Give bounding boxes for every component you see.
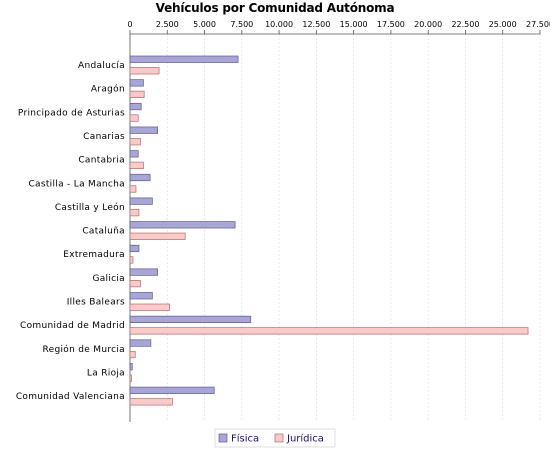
x-tick-label: 10.000 — [265, 20, 293, 29]
bar-fisica — [129, 363, 133, 371]
category-label: Canarias — [83, 132, 125, 142]
bar-fisica — [129, 386, 215, 394]
x-tick-label: 7.500 — [230, 20, 253, 29]
bar-fisica — [129, 102, 142, 111]
category-label: Comunidad de Madrid — [20, 321, 125, 331]
category-label: Castilla y León — [55, 202, 125, 213]
bar-juridica — [129, 350, 136, 359]
bar-juridica — [129, 327, 529, 335]
bar-fisica — [129, 315, 252, 323]
bar-juridica — [129, 232, 186, 240]
category-label: Andalucía — [78, 61, 125, 71]
category-label: Región de Murcia — [42, 344, 125, 355]
x-tick-label: 22.500 — [451, 20, 479, 29]
x-tick-label: 20.000 — [414, 20, 442, 29]
category-label: Castilla - La Mancha — [28, 179, 125, 189]
legend-label: Física — [231, 433, 259, 445]
bar-fisica — [129, 126, 158, 134]
x-tick-label: 27.500 — [526, 20, 550, 29]
x-tick-label: 5.000 — [193, 20, 216, 29]
category-label: Galicia — [92, 274, 125, 284]
bar-juridica — [129, 114, 139, 122]
bar-juridica — [129, 280, 141, 288]
category-label: Cataluña — [82, 227, 125, 237]
grid-lines — [166, 34, 541, 422]
bar-juridica — [129, 303, 170, 311]
category-label: Illes Balears — [67, 298, 125, 308]
bar-juridica — [129, 209, 140, 217]
chart-title: Vehículos por Comunidad Autónoma — [155, 1, 395, 15]
bar-fisica — [129, 244, 140, 253]
category-labels: Andalucía Aragón Principado de Asturias Can… — [16, 61, 125, 402]
bar-fisica — [129, 173, 151, 182]
legend-label: Jurídica — [286, 433, 324, 445]
category-label: Principado de Asturias — [18, 108, 125, 118]
category-label: Extremadura — [63, 250, 125, 260]
bar-fisica — [129, 55, 239, 63]
legend: Física Jurídica — [214, 428, 336, 448]
bar-fisica — [129, 150, 139, 158]
bar-fisica — [129, 197, 153, 205]
x-tick-label: 2.500 — [156, 20, 179, 29]
bar-juridica — [129, 185, 137, 193]
bar-fisica — [129, 221, 236, 229]
bar-fisica — [129, 339, 152, 347]
legend-swatch — [218, 433, 228, 443]
category-label: Cantabria — [78, 156, 125, 166]
category-label: La Rioja — [87, 368, 125, 378]
bar-juridica — [129, 138, 141, 146]
bar-fisica — [129, 268, 158, 276]
bars — [129, 55, 529, 406]
x-tick-label: 15.000 — [340, 20, 368, 29]
bar-fisica — [129, 79, 144, 87]
bar-fisica — [129, 292, 153, 300]
bar-juridica — [129, 256, 134, 264]
category-label: Aragón — [91, 84, 125, 95]
x-tick-label: 17.500 — [377, 20, 405, 29]
bar-juridica — [129, 398, 173, 406]
legend-swatch — [274, 433, 284, 443]
bar-juridica — [129, 67, 160, 75]
bar-juridica — [129, 90, 145, 99]
x-tick-label: 25.000 — [489, 20, 517, 29]
x-tick-label: 0 — [127, 20, 132, 29]
bar-juridica — [129, 374, 132, 382]
category-label: Comunidad Valenciana — [16, 392, 125, 402]
bar-juridica — [129, 161, 144, 169]
x-tick-label: 12.500 — [302, 20, 330, 29]
x-axis-ticks: 0 2.500 5.000 7.500 10.000 12.500 15.000 17.500… — [127, 20, 550, 34]
